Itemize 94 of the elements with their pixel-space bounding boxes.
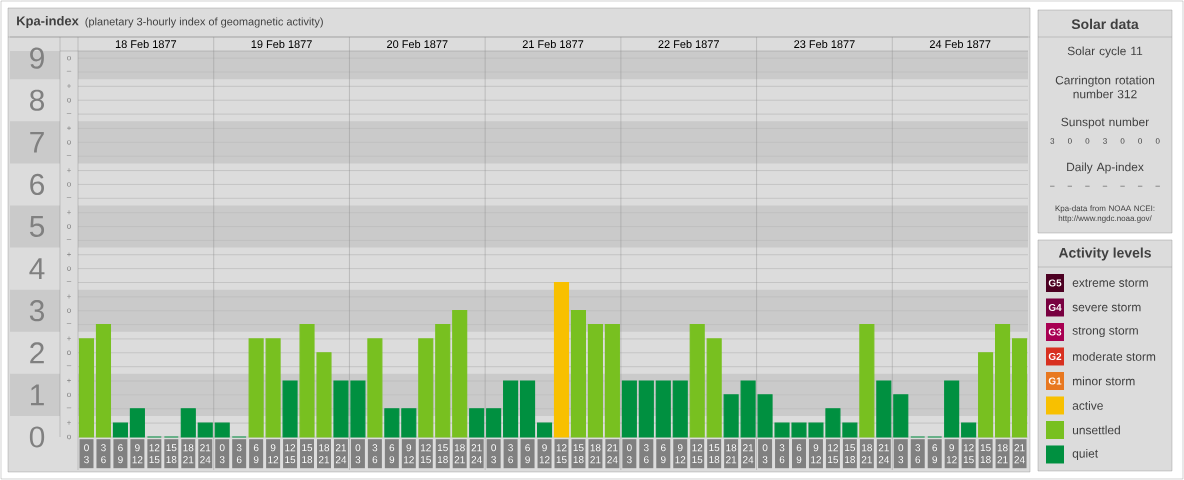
x-tick-label: 0 3 xyxy=(898,444,904,464)
category-label: extreme storm xyxy=(1072,279,1148,287)
x-tick-label: 0 3 xyxy=(762,444,768,464)
text: Sunspot number xyxy=(1061,117,1149,129)
x-tick-label: 18 21 xyxy=(726,444,737,464)
x-tick-label: 3 6 xyxy=(915,444,921,464)
y-tick-label: 2 xyxy=(30,342,44,364)
y-tick-label: 0 xyxy=(29,426,45,448)
text: 23 Feb 1877 xyxy=(794,39,855,49)
y-tick-label: 1 xyxy=(30,384,44,406)
x-tick-label: 12 15 xyxy=(963,444,974,464)
y-tick-label: 7 xyxy=(30,132,44,153)
y-tick-label: 6 xyxy=(30,173,45,196)
x-tick-label: 6 9 xyxy=(932,444,938,464)
x-tick-label: 6 9 xyxy=(525,444,530,464)
x-tick-label: 0 3 xyxy=(84,444,89,464)
y-tick-label: 3 xyxy=(29,300,45,322)
x-tick-label: 6 9 xyxy=(118,444,123,464)
chart-subtitle: (planetary 3-hourly index of geomagnetic activity) xyxy=(85,17,323,28)
x-tick-label: 21 24 xyxy=(335,444,347,464)
x-tick-label: 9 12 xyxy=(132,444,143,464)
y-tick-label: 4 xyxy=(29,258,45,279)
x-tick-label: 21 24 xyxy=(200,444,211,464)
category-label: minor storm xyxy=(1073,376,1135,386)
text: 24 Feb 1877 xyxy=(929,39,991,49)
text: Carrington rotation number 312 xyxy=(1055,75,1155,99)
x-tick-label: 9 12 xyxy=(268,444,279,464)
x-tick-label: 12 15 xyxy=(285,444,296,464)
x-tick-label: 3 6 xyxy=(643,444,649,464)
x-tick-label: 18 21 xyxy=(997,444,1008,464)
text: 22 Feb 1877 xyxy=(658,39,719,49)
x-tick-label: 3 6 xyxy=(508,444,513,464)
x-tick-label: 9 12 xyxy=(539,444,550,464)
x-tick-label: 12 15 xyxy=(149,444,160,464)
x-tick-label: 15 18 xyxy=(573,444,584,464)
x-tick-label: 6 9 xyxy=(389,444,395,464)
x-tick-label: 18 21 xyxy=(454,444,465,464)
text: G2 xyxy=(1048,352,1062,361)
x-tick-label: 18 21 xyxy=(861,444,872,464)
x-tick-label: 18 21 xyxy=(318,444,330,464)
x-tick-label: 15 18 xyxy=(302,444,313,464)
text: 20 Feb 1877 xyxy=(387,39,448,49)
category-label: moderate storm xyxy=(1073,352,1156,361)
text: Activity levels xyxy=(1058,247,1151,261)
x-tick-label: 3 6 xyxy=(101,444,106,464)
x-tick-label: 6 9 xyxy=(253,444,259,464)
x-tick-label: 3 6 xyxy=(236,444,242,464)
y-tick-label: 9 xyxy=(30,47,44,69)
text: 19 Feb 1877 xyxy=(251,39,312,49)
chart-title: Kpa-index xyxy=(17,15,79,29)
x-tick-label: 0 3 xyxy=(626,444,632,464)
text: G3 xyxy=(1048,328,1062,336)
x-tick-label: 0 3 xyxy=(355,444,361,464)
x-tick-label: 6 9 xyxy=(660,444,666,464)
x-tick-label: 9 12 xyxy=(675,444,686,464)
x-tick-label: 12 15 xyxy=(556,444,567,464)
x-tick-label: 9 12 xyxy=(946,444,957,464)
y-tick-label: 8 xyxy=(30,89,45,111)
x-tick-label: 0 3 xyxy=(219,444,225,464)
x-tick-label: 21 24 xyxy=(878,444,890,464)
x-tick-label: 9 12 xyxy=(404,444,414,464)
x-tick-label: 15 18 xyxy=(437,444,448,464)
text: Daily Ap-index xyxy=(1067,162,1144,174)
x-tick-label: 12 15 xyxy=(828,444,839,464)
x-tick-label: 18 21 xyxy=(590,444,601,464)
text: 21 Feb 1877 xyxy=(522,39,584,49)
x-tick-label: 15 18 xyxy=(980,444,991,464)
category-label: quiet xyxy=(1072,448,1099,461)
x-tick-label: 21 24 xyxy=(607,444,618,464)
text: G5 xyxy=(1048,279,1062,287)
x-tick-label: 0 3 xyxy=(491,444,497,464)
x-tick-label: 18 21 xyxy=(183,444,194,464)
text: G4 xyxy=(1048,303,1062,312)
x-tick-label: 15 18 xyxy=(166,444,177,464)
x-tick-label: 12 15 xyxy=(421,444,431,464)
category-label: active xyxy=(1072,401,1103,410)
x-tick-label: 9 12 xyxy=(811,444,821,464)
category-label: strong storm xyxy=(1072,326,1138,338)
x-tick-label: 6 9 xyxy=(796,444,802,464)
x-tick-label: 15 18 xyxy=(709,444,720,464)
x-tick-label: 21 24 xyxy=(471,444,482,464)
text: Solar cycle 11 xyxy=(1067,46,1143,58)
x-tick-label: 15 18 xyxy=(845,444,856,464)
y-tick-label: 5 xyxy=(29,216,45,237)
category-label: unsettled xyxy=(1072,425,1120,435)
text: G1 xyxy=(1048,377,1062,385)
text: 18 Feb 1877 xyxy=(115,39,177,49)
category-label: severe storm xyxy=(1072,303,1141,312)
text: Solar data xyxy=(1071,18,1139,30)
x-tick-label: 21 24 xyxy=(1014,444,1025,464)
x-tick-label: 12 15 xyxy=(692,444,703,464)
x-tick-label: 21 24 xyxy=(743,444,754,464)
x-tick-label: 3 6 xyxy=(372,444,378,464)
x-tick-label: 3 6 xyxy=(779,444,785,464)
